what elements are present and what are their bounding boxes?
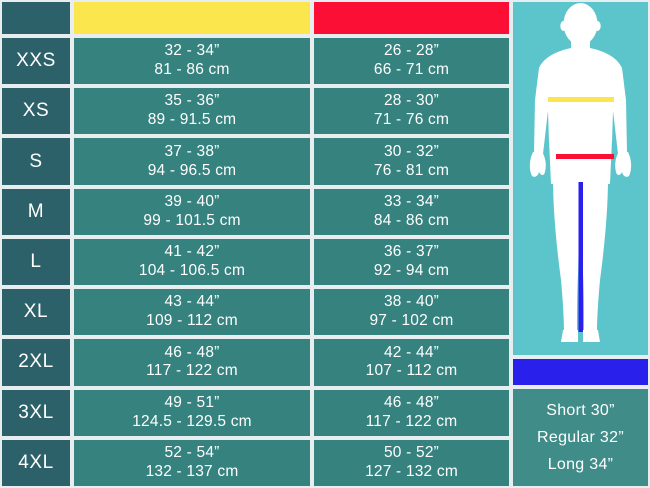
waist-cell: 36 - 37” 92 - 94 cm <box>314 238 509 286</box>
size-table: XXS 32 - 34” 81 - 86 cm 26 - 28” 66 - 71… <box>2 2 509 486</box>
figure-panel: Short 30” Regular 32” Long 34” <box>513 2 648 486</box>
chest-inches: 37 - 38” <box>164 142 220 160</box>
waist-cm: 92 - 94 cm <box>373 261 450 279</box>
chest-inches: 52 - 54” <box>164 443 220 461</box>
waist-inches: 26 - 28” <box>383 42 440 60</box>
chest-cell: 35 - 36” 89 - 91.5 cm <box>74 88 310 135</box>
inseam-measure-line <box>578 182 583 332</box>
inseam-option-long: Long 34” <box>547 455 614 473</box>
waist-cm: 117 - 122 cm <box>365 412 458 430</box>
chest-cell: 39 - 40” 99 - 101.5 cm <box>74 188 310 235</box>
waist-inches: 50 - 52” <box>383 443 440 461</box>
chest-measure-line <box>548 97 614 102</box>
size-label: XS <box>2 88 70 135</box>
chest-cell: 49 - 51” 124.5 - 129.5 cm <box>74 389 310 436</box>
table-header-row <box>2 2 509 34</box>
waist-cm: 97 - 102 cm <box>369 312 454 330</box>
table-row: L 41 - 42” 104 - 106.5 cm 36 - 37” 92 - … <box>2 238 509 286</box>
male-body-silhouette-icon <box>529 3 632 342</box>
size-label: 2XL <box>2 339 70 386</box>
inseam-color-swatch <box>513 359 648 385</box>
chest-inches: 46 - 48” <box>164 343 220 361</box>
table-row: M 39 - 40” 99 - 101.5 cm 33 - 34” 84 - 8… <box>2 188 509 235</box>
table-row: 4XL 52 - 54” 132 - 137 cm 50 - 52” 127 -… <box>2 439 509 486</box>
table-row: XXS 32 - 34” 81 - 86 cm 26 - 28” 66 - 71… <box>2 38 509 85</box>
chest-inches: 35 - 36” <box>164 92 220 110</box>
waist-inches: 46 - 48” <box>383 393 440 411</box>
chest-cell: 46 - 48” 117 - 122 cm <box>74 339 310 386</box>
waist-inches: 28 - 30” <box>383 92 440 110</box>
waist-inches: 33 - 34” <box>383 192 440 210</box>
chest-cell: 37 - 38” 94 - 96.5 cm <box>74 138 310 185</box>
waist-cm: 107 - 112 cm <box>365 362 458 380</box>
chest-cm: 81 - 86 cm <box>154 61 230 79</box>
inseam-option-short: Short 30” <box>546 401 615 419</box>
header-size-placeholder <box>2 2 70 34</box>
size-label: 4XL <box>2 439 70 486</box>
chest-inches: 49 - 51” <box>164 393 220 411</box>
waist-cell: 26 - 28” 66 - 71 cm <box>314 38 509 85</box>
chest-cm: 117 - 122 cm <box>146 362 238 380</box>
table-row: 3XL 49 - 51” 124.5 - 129.5 cm 46 - 48” 1… <box>2 389 509 436</box>
chest-inches: 32 - 34” <box>164 42 220 60</box>
waist-inches: 30 - 32” <box>383 142 440 160</box>
waist-cell: 38 - 40” 97 - 102 cm <box>314 289 509 336</box>
waist-cm: 76 - 81 cm <box>373 161 450 179</box>
chest-inches: 39 - 40” <box>164 192 220 210</box>
waist-cell: 42 - 44” 107 - 112 cm <box>314 339 509 386</box>
waist-cell: 33 - 34” 84 - 86 cm <box>314 188 509 235</box>
chest-cell: 41 - 42” 104 - 106.5 cm <box>74 238 310 286</box>
table-row: 2XL 46 - 48” 117 - 122 cm 42 - 44” 107 -… <box>2 339 509 386</box>
size-label: L <box>2 238 70 286</box>
body-diagram <box>513 2 648 355</box>
waist-measure-line <box>556 154 614 159</box>
size-label: S <box>2 138 70 185</box>
waist-cell: 46 - 48” 117 - 122 cm <box>314 389 509 436</box>
waist-inches: 38 - 40” <box>383 293 440 311</box>
waist-cell: 28 - 30” 71 - 76 cm <box>314 88 509 135</box>
chest-cm: 94 - 96.5 cm <box>147 161 237 179</box>
waist-cell: 30 - 32” 76 - 81 cm <box>314 138 509 185</box>
waist-cell: 50 - 52” 127 - 132 cm <box>314 439 509 486</box>
chest-cm: 104 - 106.5 cm <box>138 261 246 279</box>
waist-cm: 84 - 86 cm <box>373 211 450 229</box>
inseam-legend: Short 30” Regular 32” Long 34” <box>513 389 648 486</box>
waist-color-swatch <box>314 2 509 34</box>
table-row: S 37 - 38” 94 - 96.5 cm 30 - 32” 76 - 81… <box>2 138 509 185</box>
waist-cm: 71 - 76 cm <box>373 111 450 129</box>
chest-cell: 43 - 44” 109 - 112 cm <box>74 289 310 336</box>
waist-inches: 42 - 44” <box>383 343 440 361</box>
chest-inches: 41 - 42” <box>164 243 220 261</box>
chest-cell: 52 - 54” 132 - 137 cm <box>74 439 310 486</box>
chest-color-swatch <box>74 2 310 34</box>
table-row: XS 35 - 36” 89 - 91.5 cm 28 - 30” 71 - 7… <box>2 88 509 135</box>
chest-cm: 89 - 91.5 cm <box>147 111 237 129</box>
chest-cm: 109 - 112 cm <box>146 312 238 330</box>
inseam-option-regular: Regular 32” <box>537 428 624 446</box>
size-label: XXS <box>2 38 70 85</box>
chest-cm: 124.5 - 129.5 cm <box>132 412 252 430</box>
chest-cm: 132 - 137 cm <box>145 462 239 480</box>
size-label: 3XL <box>2 389 70 436</box>
waist-inches: 36 - 37” <box>383 243 440 261</box>
waist-cm: 127 - 132 cm <box>365 462 458 480</box>
waist-cm: 66 - 71 cm <box>373 61 450 79</box>
table-row: XL 43 - 44” 109 - 112 cm 38 - 40” 97 - 1… <box>2 289 509 336</box>
chest-cm: 99 - 101.5 cm <box>143 211 241 229</box>
size-label: M <box>2 188 70 235</box>
chest-cell: 32 - 34” 81 - 86 cm <box>74 38 310 85</box>
size-label: XL <box>2 289 70 336</box>
chest-inches: 43 - 44” <box>164 293 220 311</box>
